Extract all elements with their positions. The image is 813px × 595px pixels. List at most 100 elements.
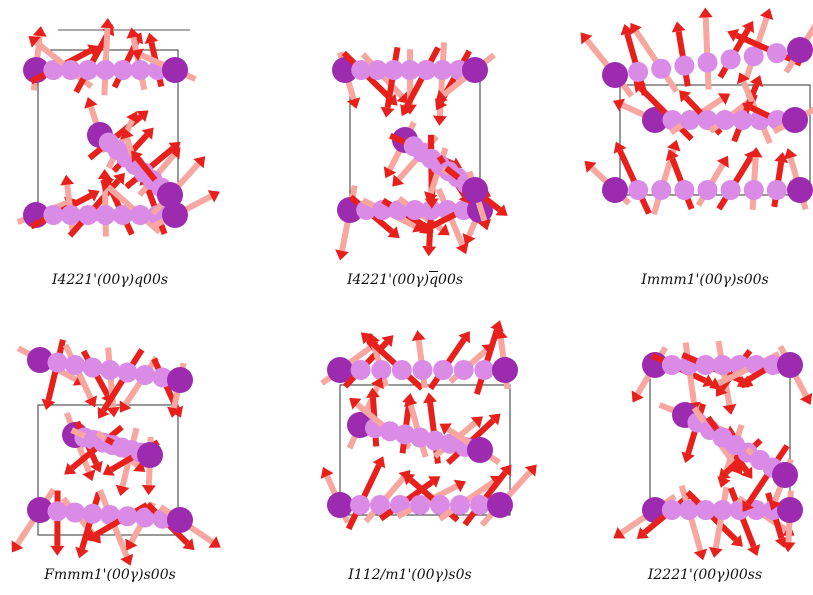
spin-arrowhead bbox=[672, 21, 686, 32]
atom bbox=[674, 180, 694, 200]
atom bbox=[782, 107, 808, 133]
spin-arrowhead bbox=[723, 404, 737, 415]
spin-structure-4 bbox=[0, 305, 220, 567]
atom bbox=[733, 110, 753, 130]
spin-arrows bbox=[613, 341, 812, 560]
atom bbox=[135, 365, 155, 385]
atom bbox=[492, 357, 518, 383]
atom bbox=[698, 180, 718, 200]
spin-arrows bbox=[18, 18, 220, 237]
atom bbox=[602, 62, 628, 88]
spin-arrows bbox=[332, 42, 508, 260]
atom bbox=[167, 367, 193, 393]
atom bbox=[327, 492, 353, 518]
atom bbox=[410, 495, 430, 515]
atom bbox=[118, 363, 138, 383]
atom bbox=[113, 60, 133, 80]
caption-1: I4221'(00γ)q00s bbox=[0, 272, 220, 288]
atom bbox=[767, 180, 787, 200]
caption-sym: s bbox=[144, 567, 151, 583]
spin-structure-5 bbox=[300, 305, 520, 567]
atom bbox=[96, 205, 116, 225]
atom bbox=[450, 495, 470, 515]
caption-prefix: I4221'(00γ) bbox=[52, 272, 134, 288]
atom bbox=[351, 360, 371, 380]
atom bbox=[462, 177, 488, 203]
atom bbox=[487, 492, 513, 518]
atom bbox=[118, 506, 138, 526]
spin-arrowhead bbox=[116, 485, 130, 496]
caption-suffix: 0s bbox=[456, 567, 472, 583]
spin-structure-6 bbox=[595, 305, 813, 567]
spin-arrowhead bbox=[100, 18, 114, 28]
atom bbox=[83, 358, 103, 378]
atom bbox=[350, 495, 370, 515]
atom bbox=[721, 180, 741, 200]
atom bbox=[130, 205, 150, 225]
atom bbox=[61, 205, 81, 225]
caption-3: Immm1'(00γ)s00s bbox=[595, 272, 813, 288]
caption-prefix: I4221'(00γ) bbox=[347, 272, 429, 288]
panel-2: I4221'(00γ)q00s bbox=[295, 10, 515, 300]
atom bbox=[772, 462, 798, 488]
panel-1: I4221'(00γ)q00s bbox=[0, 10, 220, 300]
atom bbox=[454, 360, 474, 380]
spin-arrowhead bbox=[335, 249, 349, 260]
caption-suffix: 00s bbox=[744, 272, 769, 288]
spin-arrowhead bbox=[381, 107, 395, 118]
atom bbox=[628, 180, 648, 200]
atom bbox=[78, 60, 98, 80]
atom bbox=[715, 110, 735, 130]
spin-structure-2 bbox=[295, 10, 515, 272]
atom bbox=[628, 62, 648, 82]
caption-sym: q bbox=[429, 272, 438, 288]
spin-arrowhead bbox=[709, 547, 723, 558]
atom bbox=[777, 497, 803, 523]
atom bbox=[100, 360, 120, 380]
atom bbox=[83, 504, 103, 524]
atom bbox=[787, 37, 813, 63]
atom bbox=[698, 53, 718, 73]
caption-sym: s bbox=[737, 272, 744, 288]
atom bbox=[767, 43, 787, 63]
atom bbox=[433, 360, 453, 380]
atom bbox=[744, 180, 764, 200]
atom bbox=[371, 360, 391, 380]
spin-arrowhead bbox=[412, 330, 426, 341]
panel-3: Immm1'(00γ)s00s bbox=[595, 10, 813, 300]
spin-structure-1 bbox=[0, 10, 220, 272]
spin-arrowhead bbox=[42, 399, 56, 410]
caption-prefix: Fmmm1'(00γ) bbox=[44, 567, 143, 583]
atom bbox=[167, 507, 193, 533]
caption-6: I2221'(00γ)00ss bbox=[595, 567, 813, 583]
caption-prefix: Immm1'(00γ) bbox=[641, 272, 736, 288]
caption-sym: s bbox=[448, 567, 455, 583]
caption-suffix: 00s bbox=[143, 272, 168, 288]
atom bbox=[392, 360, 412, 380]
caption-sym: q bbox=[134, 272, 143, 288]
atom bbox=[157, 182, 183, 208]
atom bbox=[96, 60, 116, 80]
caption-4: Fmmm1'(00γ)s00s bbox=[0, 567, 220, 583]
caption-suffix: 00ss bbox=[730, 567, 762, 583]
spin-arrowhead bbox=[50, 546, 64, 556]
atom bbox=[65, 355, 85, 375]
atom bbox=[413, 360, 433, 380]
atom bbox=[162, 57, 188, 83]
caption-2: I4221'(00γ)q00s bbox=[295, 272, 515, 288]
spin-arrows bbox=[321, 320, 537, 529]
panel-4: Fmmm1'(00γ)s00s bbox=[0, 305, 220, 595]
spin-arrowhead bbox=[33, 26, 47, 37]
spin-arrowhead bbox=[422, 246, 436, 256]
atom bbox=[721, 49, 741, 69]
spin-arrowhead bbox=[60, 175, 74, 186]
spin-arrowhead bbox=[423, 392, 437, 403]
atom bbox=[651, 59, 671, 79]
caption-suffix: 00s bbox=[438, 272, 463, 288]
spin-arrowhead bbox=[142, 485, 156, 495]
atom bbox=[602, 177, 628, 203]
atom bbox=[474, 360, 494, 380]
atom bbox=[777, 352, 803, 378]
atom bbox=[651, 180, 671, 200]
caption-5: I112/m1'(00γ)s0s bbox=[300, 567, 520, 583]
